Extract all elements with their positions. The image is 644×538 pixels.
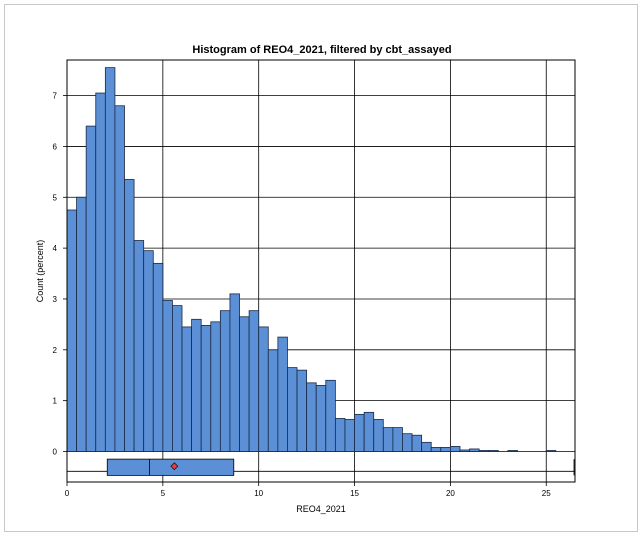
histogram-bar xyxy=(344,419,355,452)
chart-title: Histogram of REO4_2021, filtered by cbt_… xyxy=(192,44,451,56)
histogram-bar xyxy=(172,305,183,452)
y-axis-label: Count (percent) xyxy=(35,240,45,303)
histogram-bar xyxy=(411,434,423,452)
histogram-bar xyxy=(325,379,336,452)
histogram-bar xyxy=(306,382,317,452)
histogram-bar xyxy=(459,449,470,452)
boxplot-mean-marker xyxy=(170,462,179,471)
histogram-bar xyxy=(258,326,269,452)
histogram-bar xyxy=(507,450,518,452)
x-tick-label: 20 xyxy=(446,489,455,498)
histogram-bar xyxy=(152,262,164,452)
histogram-bar xyxy=(162,300,173,452)
x-axis-label: REO4_2021 xyxy=(296,504,346,514)
histogram-bar xyxy=(95,92,106,452)
histogram-chart: Histogram of REO4_2021, filtered by cbt_… xyxy=(35,44,576,514)
x-tick-label: 0 xyxy=(65,489,70,498)
histogram-bar xyxy=(277,336,288,452)
histogram-bar xyxy=(469,448,480,452)
histogram-bar xyxy=(363,411,375,452)
histogram-bar xyxy=(545,450,557,452)
histogram-bar xyxy=(430,447,442,452)
histogram-bar xyxy=(248,310,260,452)
histogram-bar xyxy=(219,310,231,452)
x-tick-label: 15 xyxy=(350,489,359,498)
histogram-bar xyxy=(104,67,116,452)
histogram-bar xyxy=(315,384,327,452)
histogram-bar xyxy=(334,418,346,452)
chart-frame: Histogram of REO4_2021, filtered by cbt_… xyxy=(4,4,638,532)
x-axis-ticks: 0 5 10 15 20 25 xyxy=(65,482,551,498)
histogram-bar xyxy=(287,367,298,452)
histogram-bar xyxy=(296,369,308,452)
histogram-bar xyxy=(373,419,384,452)
y-tick-label: 0 xyxy=(53,447,58,456)
histogram-bar xyxy=(210,321,221,452)
y-tick-label: 7 xyxy=(53,92,58,101)
x-tick-label: 5 xyxy=(161,489,166,498)
histogram-bar xyxy=(354,413,365,452)
y-tick-label: 3 xyxy=(53,295,58,304)
histogram-bar xyxy=(440,447,451,452)
x-tick-label: 10 xyxy=(254,489,263,498)
gridlines xyxy=(66,60,575,482)
histogram-bars xyxy=(66,67,557,452)
histogram-bar xyxy=(143,250,154,452)
x-tick-label: 25 xyxy=(542,489,551,498)
histogram-bar xyxy=(124,179,135,452)
boxplot xyxy=(67,458,575,476)
histogram-bar xyxy=(478,450,490,452)
histogram-bar xyxy=(181,326,193,452)
histogram-bar xyxy=(200,325,212,452)
y-tick-label: 4 xyxy=(53,244,58,253)
histogram-bar xyxy=(229,293,240,452)
histogram-bar xyxy=(421,441,432,452)
histogram-bar xyxy=(239,316,250,452)
histogram-bar xyxy=(402,433,413,452)
boxplot-box xyxy=(106,458,235,476)
histogram-bar xyxy=(133,240,145,452)
y-tick-label: 2 xyxy=(53,346,58,355)
y-tick-label: 5 xyxy=(53,193,58,202)
histogram-bar xyxy=(488,450,499,452)
y-tick-label: 1 xyxy=(53,397,58,406)
histogram-bar xyxy=(85,125,97,452)
histogram-bar xyxy=(76,196,87,452)
y-axis-ticks: 0 1 2 3 4 5 6 7 xyxy=(53,92,67,456)
plot-area-border xyxy=(66,59,576,483)
histogram-bar xyxy=(66,209,77,452)
histogram-bar xyxy=(449,446,461,452)
histogram-bar xyxy=(392,427,403,452)
histogram-bar xyxy=(114,105,125,452)
y-tick-label: 6 xyxy=(53,142,58,151)
histogram-bar xyxy=(382,427,394,452)
histogram-bar xyxy=(267,349,279,452)
histogram-bar xyxy=(191,318,202,452)
